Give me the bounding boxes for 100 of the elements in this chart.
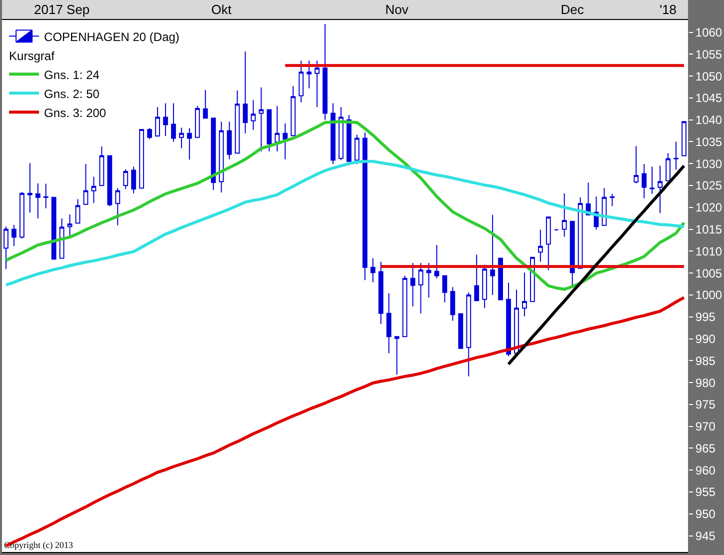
candlestick bbox=[290, 86, 296, 136]
candlestick bbox=[346, 114, 352, 162]
x-tick-label: Dec bbox=[560, 2, 584, 17]
candlestick bbox=[338, 106, 344, 161]
candlestick bbox=[506, 282, 511, 357]
candlestick bbox=[322, 23, 328, 120]
candlestick bbox=[131, 166, 136, 194]
y-tick-label: 950 bbox=[695, 507, 716, 522]
candlestick bbox=[35, 182, 40, 219]
candlestick bbox=[179, 127, 184, 149]
candlestick bbox=[107, 155, 112, 207]
y-tick-label: 1015 bbox=[695, 222, 722, 236]
y-tick-label: 1035 bbox=[695, 134, 722, 149]
legend-label: COPENHAGEN 20 (Dag) bbox=[44, 30, 180, 44]
y-tick-label: 970 bbox=[695, 420, 716, 434]
candlestick bbox=[171, 102, 176, 142]
candlestick bbox=[490, 214, 496, 296]
candlestick bbox=[458, 313, 464, 349]
candlestick bbox=[163, 102, 168, 137]
candlestick bbox=[474, 254, 480, 302]
y-tick-label: 960 bbox=[695, 463, 716, 478]
candlestick bbox=[514, 289, 519, 354]
candlestick bbox=[394, 336, 400, 376]
candlestick bbox=[314, 60, 320, 108]
y-tick-label: 1010 bbox=[695, 244, 722, 258]
candlestick bbox=[402, 275, 408, 338]
candlestick bbox=[546, 216, 551, 271]
candlestick bbox=[378, 261, 384, 324]
y-tick-label: 1050 bbox=[695, 69, 722, 84]
candlestick bbox=[258, 86, 264, 152]
candlestick bbox=[59, 218, 64, 259]
candlestick bbox=[354, 134, 360, 165]
y-tick-label: 955 bbox=[695, 485, 716, 500]
candlestick bbox=[410, 262, 416, 307]
x-tick-label: Nov bbox=[385, 2, 409, 17]
y-tick-label: 1030 bbox=[695, 156, 722, 171]
candlestick bbox=[139, 128, 144, 189]
candlestick bbox=[218, 121, 224, 194]
candlestick bbox=[155, 106, 160, 137]
line-series bbox=[4, 160, 686, 286]
candlestick bbox=[434, 244, 440, 279]
candlestick bbox=[442, 275, 448, 303]
candlestick bbox=[634, 146, 639, 184]
y-tick-label: 1045 bbox=[695, 91, 722, 106]
candlestick bbox=[386, 292, 392, 354]
y-tick-label: 1040 bbox=[695, 113, 722, 128]
candlestick bbox=[450, 286, 456, 322]
candlestick bbox=[19, 192, 24, 239]
legend-label: Gns. 2: 50 bbox=[44, 86, 100, 101]
candlestick bbox=[610, 193, 615, 207]
candlestick bbox=[466, 292, 472, 377]
candlestick bbox=[282, 122, 288, 160]
candlestick bbox=[12, 224, 16, 246]
x-tick-label: '18 bbox=[660, 2, 677, 17]
candlestick bbox=[27, 162, 32, 214]
y-tick-label: 1005 bbox=[695, 266, 722, 280]
y-tick-label: 965 bbox=[695, 441, 716, 456]
candlestick bbox=[362, 132, 368, 281]
y-tick-label: 990 bbox=[695, 332, 716, 346]
candlestick bbox=[43, 183, 48, 209]
candlestick bbox=[115, 188, 120, 226]
y-tick-label: 985 bbox=[695, 354, 716, 368]
candlestick bbox=[554, 228, 559, 232]
candlestick bbox=[226, 121, 232, 160]
candlestick bbox=[538, 229, 543, 262]
candlestick bbox=[274, 105, 280, 152]
annotation: Copyright (c) 2013 bbox=[4, 540, 74, 550]
y-tick-label: 980 bbox=[695, 376, 716, 390]
candlestick bbox=[242, 51, 248, 134]
legend-title: Kursgraf bbox=[9, 48, 56, 63]
candlestick bbox=[498, 258, 503, 300]
candlestick bbox=[674, 141, 678, 170]
line-series bbox=[4, 120, 686, 291]
y-tick-label: 945 bbox=[695, 529, 716, 543]
legend-label: Gns. 1: 24 bbox=[44, 68, 100, 82]
candlestick bbox=[210, 118, 216, 190]
candlestick bbox=[522, 272, 527, 317]
candlestick bbox=[91, 176, 96, 204]
y-tick-label: 1020 bbox=[695, 200, 722, 215]
candlestick bbox=[330, 102, 336, 165]
candlestick bbox=[578, 196, 583, 269]
line-series bbox=[507, 164, 686, 366]
candlestick bbox=[658, 165, 663, 214]
candlestick bbox=[234, 90, 240, 154]
x-tick-label: 2017 Sep bbox=[34, 2, 90, 17]
x-tick-label: Okt bbox=[211, 2, 232, 17]
candlestick bbox=[202, 90, 208, 119]
y-tick-label: 995 bbox=[695, 310, 716, 324]
candlestick bbox=[666, 152, 671, 182]
candlestick bbox=[83, 164, 88, 205]
candlestick bbox=[194, 105, 200, 138]
candlestick bbox=[306, 60, 312, 89]
candlestick bbox=[426, 262, 432, 298]
y-tick-label: 1060 bbox=[695, 25, 722, 40]
candlestick bbox=[99, 146, 104, 186]
candlestick bbox=[650, 166, 655, 194]
candlestick bbox=[642, 164, 647, 199]
candlestick bbox=[562, 192, 567, 238]
y-tick-label: 1000 bbox=[695, 288, 722, 302]
candlestick bbox=[123, 168, 128, 190]
